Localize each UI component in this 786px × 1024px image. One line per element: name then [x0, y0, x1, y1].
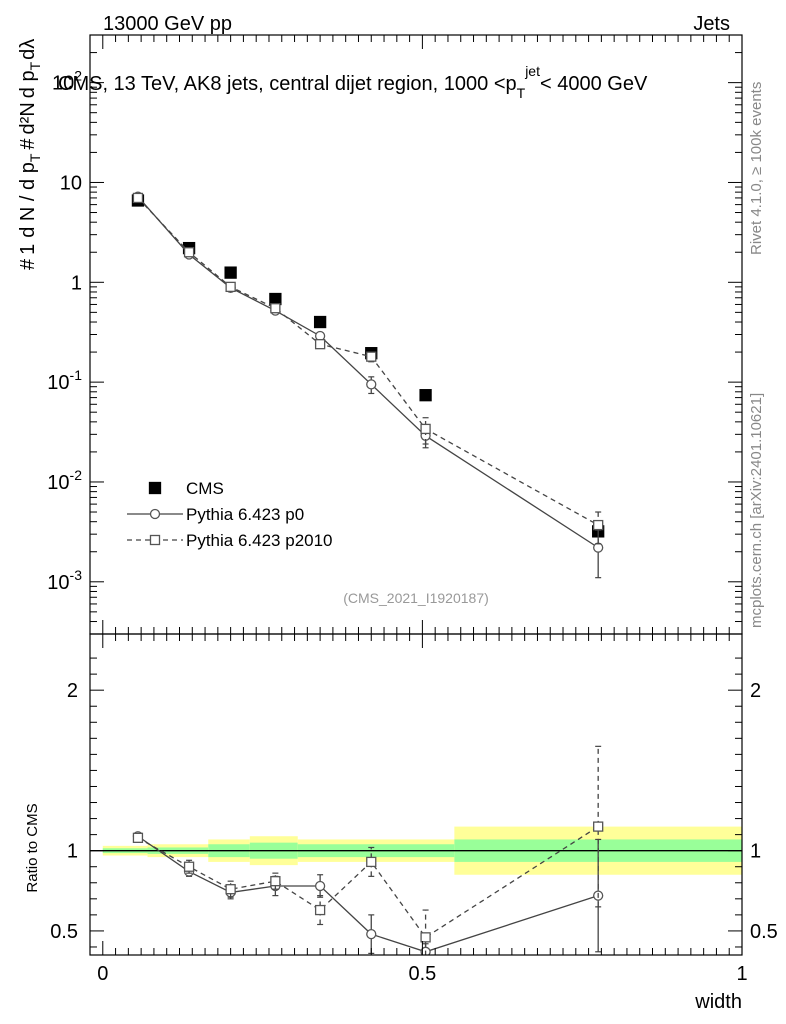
- ratio-point-p2010: [270, 876, 281, 887]
- ratio-plot-frame: [89, 633, 743, 956]
- ratio-plot-marks: [132, 745, 604, 955]
- main-y-tick-label: 1: [71, 272, 82, 294]
- x-tick-label: 0.5: [408, 963, 436, 985]
- ylabel-hash-2: #: [17, 138, 39, 150]
- plot-title-sub-t: T: [517, 85, 526, 101]
- main-y-axis-label: #1d N / d pT#d²Nd pTdλ: [17, 39, 43, 270]
- main-y-tick-label: 10-3: [47, 567, 82, 594]
- ratio-point-p2010: [225, 884, 236, 895]
- plot-title-part-2: < 4000 GeV: [540, 73, 648, 95]
- main-point-p0: [593, 542, 604, 553]
- plot-title: CMS, 13 TeV, AK8 jets, central dijet reg…: [58, 63, 648, 101]
- x-axis-label: width: [694, 991, 742, 1013]
- main-point-cms: [419, 389, 432, 402]
- plot-title-part-1: CMS, 13 TeV, AK8 jets, central dijet reg…: [58, 73, 517, 95]
- ratio-point-p2010: [314, 904, 326, 916]
- ylabel-dn: d N / d p: [17, 162, 39, 238]
- ratio-point-p2010: [132, 832, 144, 843]
- ratio-y-tick-label-right: 1: [750, 841, 761, 863]
- tick-base: 10: [47, 572, 69, 594]
- rivet-version-label: Rivet 4.1.0, ≥ 100k events: [748, 82, 765, 255]
- main-point-cms: [313, 315, 327, 329]
- main-y-tick-label: 10: [60, 172, 82, 194]
- main-point-cms: [224, 266, 237, 279]
- ratio-uncertainty-bands: [90, 826, 742, 875]
- ratio-y-tick-label-left: 0.5: [50, 921, 78, 943]
- main-point-p2010: [183, 247, 195, 258]
- legend-label-1: Pythia 6.423 p0: [186, 505, 304, 524]
- energy-label: 13000 GeV pp: [103, 13, 232, 35]
- legend-marker-p2010: [149, 534, 161, 546]
- main-y-tick-label: 10-1: [47, 367, 82, 394]
- ratio-point-p2010: [366, 856, 377, 868]
- main-y-tick-label: 10-2: [47, 467, 82, 494]
- ylabel-sub-t2: T: [27, 61, 43, 70]
- ratio-point-p2010: [420, 932, 431, 943]
- legend: CMS Pythia 6.423 p0 Pythia 6.423 p2010: [127, 479, 333, 550]
- tick-base: 10: [47, 472, 69, 494]
- mcplots-source-label: mcplots.cern.ch [arXiv:2401.10621]: [748, 393, 765, 628]
- ylabel-one: 1: [17, 244, 39, 255]
- analysis-watermark: (CMS_2021_I1920187): [343, 590, 489, 606]
- ratio-y-axis-label: Ratio to CMS: [24, 803, 41, 892]
- ratio-line-0: [137, 835, 599, 953]
- tick-base: 10: [47, 372, 69, 394]
- main-y-tick-label: 102: [52, 68, 82, 95]
- ratio-line-1: [137, 826, 599, 939]
- ylabel-sub-t: T: [27, 153, 43, 162]
- ratio-point-p0: [366, 928, 377, 940]
- ylabel-dpt: d p: [17, 70, 39, 98]
- main-point-p2010: [270, 303, 281, 314]
- ratio-y-tick-label-right: 0.5: [750, 921, 778, 943]
- legend-marker-cms: [148, 481, 162, 495]
- legend-label-2: Pythia 6.423 p2010: [186, 531, 333, 550]
- ratio-point-p0: [314, 880, 326, 892]
- tick-base: 10: [52, 73, 74, 95]
- category-label: Jets: [693, 13, 730, 35]
- main-point-p2010: [366, 351, 377, 362]
- x-tick-label: 1: [736, 963, 747, 985]
- main-point-p2010: [225, 281, 236, 293]
- main-point-p2010: [593, 519, 604, 531]
- ylabel-dlambda: dλ: [17, 39, 39, 60]
- ratio-y-tick-label-left: 1: [67, 841, 78, 863]
- main-line-2: [137, 197, 599, 526]
- tick-exp: -2: [70, 467, 83, 483]
- ratio-point-p2010: [593, 821, 604, 832]
- tick-exp: 2: [74, 68, 82, 84]
- main-line-1: [137, 196, 599, 549]
- main-point-p0: [366, 379, 377, 390]
- legend-marker-p0: [149, 508, 161, 520]
- x-tick-label: 0: [97, 963, 108, 985]
- main-point-p2010: [314, 339, 326, 350]
- ylabel-d2n: d²N: [17, 102, 39, 134]
- main-point-p2010: [132, 192, 144, 204]
- legend-label-0: CMS: [186, 479, 224, 498]
- ratio-point-p2010: [183, 861, 195, 872]
- tick-exp: -1: [70, 367, 83, 383]
- main-plot-marks: [131, 191, 605, 579]
- ylabel-hash-1: #: [17, 258, 39, 270]
- plot-title-sup-jet: jet: [524, 63, 540, 79]
- main-point-cms: [269, 292, 282, 306]
- main-point-p2010: [420, 423, 431, 435]
- tick-exp: -3: [70, 567, 83, 583]
- ratio-y-tick-label-right: 2: [750, 680, 761, 702]
- ratio-y-tick-label-left: 2: [67, 680, 78, 702]
